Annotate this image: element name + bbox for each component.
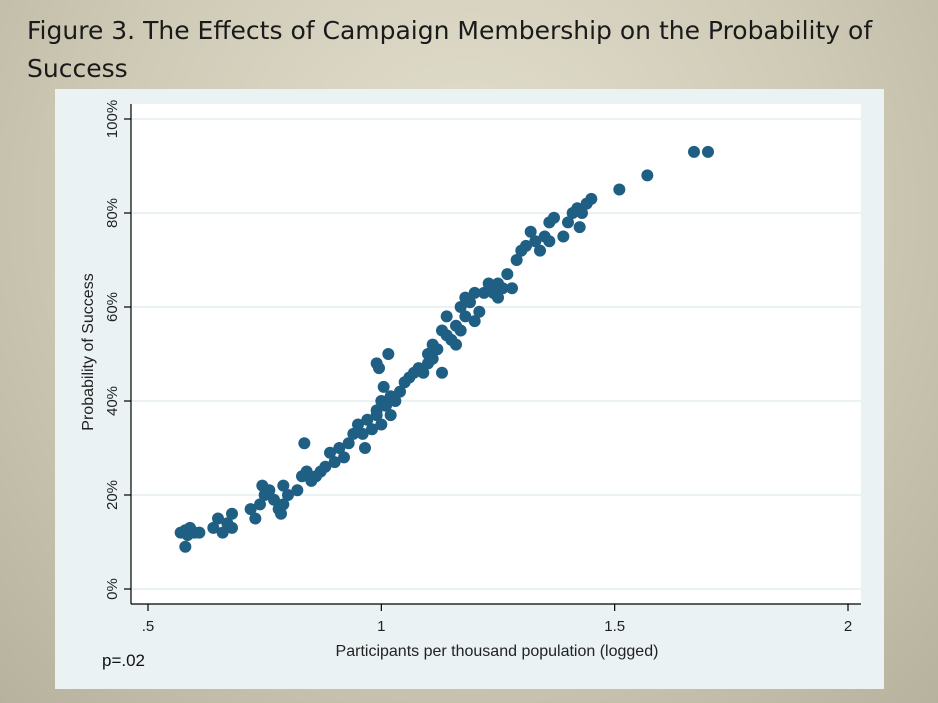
scatter-point — [384, 409, 397, 422]
scatter-point — [249, 512, 262, 525]
scatter-point — [356, 427, 369, 440]
scatter-point — [263, 484, 276, 497]
scatter-point — [347, 427, 360, 440]
scatter-point — [426, 352, 439, 365]
scatter-point — [324, 446, 336, 459]
gridlines — [131, 118, 861, 590]
scatter-point — [389, 395, 402, 407]
scatter-point — [338, 451, 350, 464]
y-axis-label: Probability of Success — [80, 273, 97, 430]
scatter-point — [291, 484, 304, 497]
scatter-point — [506, 282, 518, 295]
scatter-point — [641, 169, 654, 182]
scatter-point — [382, 348, 395, 360]
y-tick-label: 100% — [104, 100, 121, 138]
x-tick-label: 1.5 — [604, 618, 625, 635]
scatter-point — [282, 489, 294, 501]
scatter-point — [328, 456, 341, 469]
scatter-point — [319, 460, 332, 473]
scatter-point — [254, 498, 266, 511]
scatter-point — [573, 221, 586, 234]
scatter-point — [216, 526, 229, 539]
scatter-point — [361, 413, 374, 426]
scatter-point — [370, 404, 383, 417]
scatter-point — [534, 244, 546, 257]
scatter-point — [464, 296, 476, 309]
y-tick-label: 0% — [104, 578, 121, 600]
y-tick-label: 60% — [104, 292, 121, 322]
scatter-point — [454, 301, 467, 313]
scatter-point — [492, 291, 504, 304]
scatter-point — [359, 442, 371, 454]
x-tick-label: 1 — [377, 618, 385, 635]
scatter-point — [557, 230, 570, 243]
scatter-point — [482, 277, 495, 290]
scatter-point — [300, 465, 313, 478]
scatter-point — [524, 225, 537, 238]
scatter-point — [375, 418, 388, 431]
scatter-point — [275, 507, 287, 520]
x-tick-label: 2 — [844, 618, 852, 635]
y-tick-label: 80% — [104, 198, 121, 228]
scatter-point — [562, 216, 574, 229]
scatter-point — [436, 366, 448, 379]
scatter-point — [529, 235, 542, 248]
scatter-point — [193, 526, 206, 539]
scatter-point — [613, 183, 626, 196]
scatter-point — [543, 235, 556, 248]
scatter-point — [179, 540, 192, 553]
scatter-point — [468, 315, 481, 328]
scatter-point — [548, 211, 560, 224]
scatter-point — [520, 239, 532, 252]
scatter-point — [342, 437, 355, 450]
scatter-point — [377, 380, 390, 393]
scatter-point — [468, 286, 481, 299]
scatter-point — [370, 357, 383, 370]
scatter-point — [450, 338, 462, 351]
scatter-point — [440, 310, 453, 323]
scatter-point — [277, 479, 290, 492]
y-tick-label: 20% — [104, 480, 121, 510]
scatter-point — [366, 423, 378, 436]
scatter-point — [352, 418, 364, 431]
scatter-point — [207, 521, 220, 534]
scatter-point — [226, 521, 238, 534]
data-points — [174, 145, 714, 553]
scatter-point — [478, 286, 490, 299]
scatter-point — [212, 512, 224, 525]
scatter-point — [268, 493, 280, 506]
slide-title: Figure 3. The Effects of Campaign Member… — [27, 16, 873, 83]
scatter-point — [454, 324, 467, 337]
scatter-point — [688, 145, 700, 158]
scatter-point — [585, 192, 598, 205]
scatter-point — [431, 343, 444, 356]
scatter-point — [333, 442, 346, 454]
x-tick-label: .5 — [142, 618, 155, 635]
scatter-point — [244, 503, 257, 516]
scatter-point — [501, 268, 514, 281]
y-tick-label: 40% — [104, 386, 121, 416]
scatter-point — [510, 254, 523, 266]
chart-panel: 0% 20% 40% 60% 80% 100% .5 1 1.5 2 Participants p… — [55, 89, 884, 689]
scatter-point — [298, 437, 311, 450]
scatter-point — [380, 399, 392, 412]
scatter-point — [394, 385, 406, 398]
scatter-point — [277, 498, 290, 511]
plot-area — [131, 104, 861, 604]
scatter-point — [226, 507, 238, 520]
scatter-chart: 0% 20% 40% 60% 80% 100% .5 1 1.5 2 Participants p… — [80, 100, 861, 660]
p-value-note: p=.02 — [102, 651, 146, 670]
scatter-point — [496, 282, 509, 295]
axes — [130, 104, 861, 605]
scatter-point — [576, 207, 588, 219]
scatter-point — [417, 366, 430, 379]
scatter-point — [459, 310, 472, 323]
ticks: 0% 20% 40% 60% 80% 100% .5 1 1.5 2 — [104, 100, 852, 635]
scatter-point — [702, 145, 714, 158]
scatter-point — [473, 305, 486, 318]
x-axis-label: Participants per thousand population (lo… — [336, 643, 659, 660]
